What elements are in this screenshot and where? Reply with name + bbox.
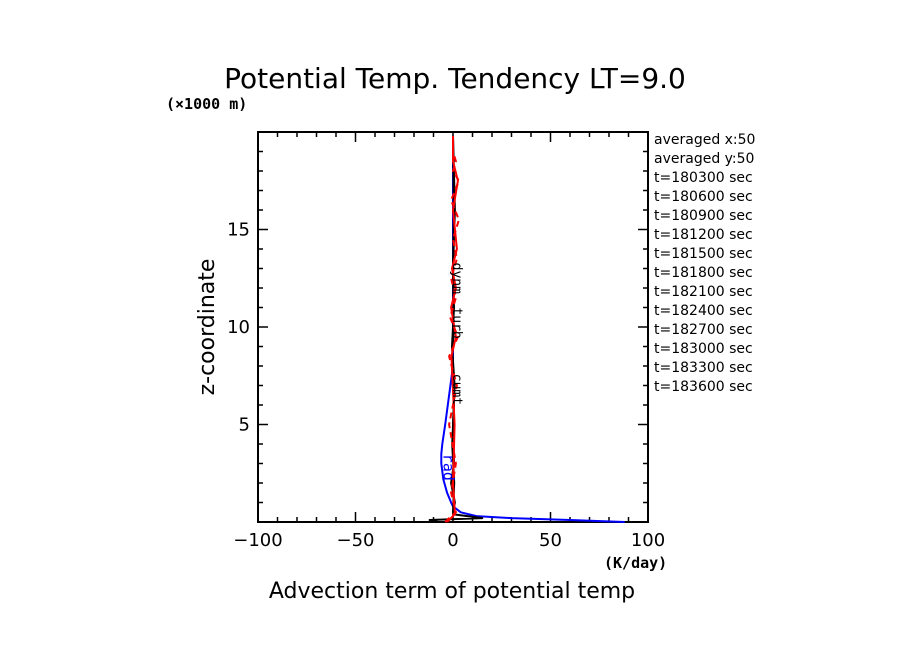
legend-entry: t=182400 sec <box>654 303 753 319</box>
legend-entry: t=180900 sec <box>654 208 753 224</box>
legend-entry: t=183300 sec <box>654 360 753 376</box>
x-unit-label: (K/day) <box>604 554 667 572</box>
y-tick-label: 15 <box>227 220 250 241</box>
legend-entry: t=181500 sec <box>654 246 753 262</box>
series-layer <box>428 135 625 523</box>
x-tick-label: −100 <box>233 530 282 551</box>
x-tick-label: −50 <box>337 530 375 551</box>
legend-entry: averaged x:50 <box>654 132 755 148</box>
x-tick-label: 100 <box>631 530 665 551</box>
curve-label-dynm: dynm <box>449 263 464 294</box>
legend-entry: t=181800 sec <box>654 265 753 281</box>
y-unit-label: (×1000 m) <box>166 95 247 113</box>
legend-entry: averaged y:50 <box>654 151 754 167</box>
x-tick-label: 50 <box>539 530 562 551</box>
chart-title: Potential Temp. Tendency LT=9.0 <box>224 62 686 95</box>
curve-label-turb: turb <box>449 307 464 338</box>
x-axis-label: Advection term of potential temp <box>269 579 635 604</box>
legend-entry: t=180600 sec <box>654 189 753 205</box>
legend-entry: t=181200 sec <box>654 227 753 243</box>
legend-entry: t=183000 sec <box>654 341 753 357</box>
y-axis-label: z-coordinate <box>195 259 220 396</box>
legend: averaged x:50 averaged y:50 t=180300 sec t=… <box>654 132 755 395</box>
legend-entry: t=182700 sec <box>654 322 753 338</box>
x-tick-label: 0 <box>447 530 458 551</box>
curve-label-cumt: cumt <box>449 374 464 405</box>
curve-label-rad: rad <box>439 454 457 481</box>
legend-entry: t=183600 sec <box>654 379 753 395</box>
annotation-layer: rad cumt turb dynm <box>439 263 464 481</box>
legend-entry: t=182100 sec <box>654 284 753 300</box>
series-line-rad <box>440 135 625 523</box>
series-line-4 <box>446 135 459 523</box>
y-tick-label: 5 <box>239 415 250 436</box>
y-tick-label: 10 <box>227 317 250 338</box>
legend-entry: t=180300 sec <box>654 170 753 186</box>
